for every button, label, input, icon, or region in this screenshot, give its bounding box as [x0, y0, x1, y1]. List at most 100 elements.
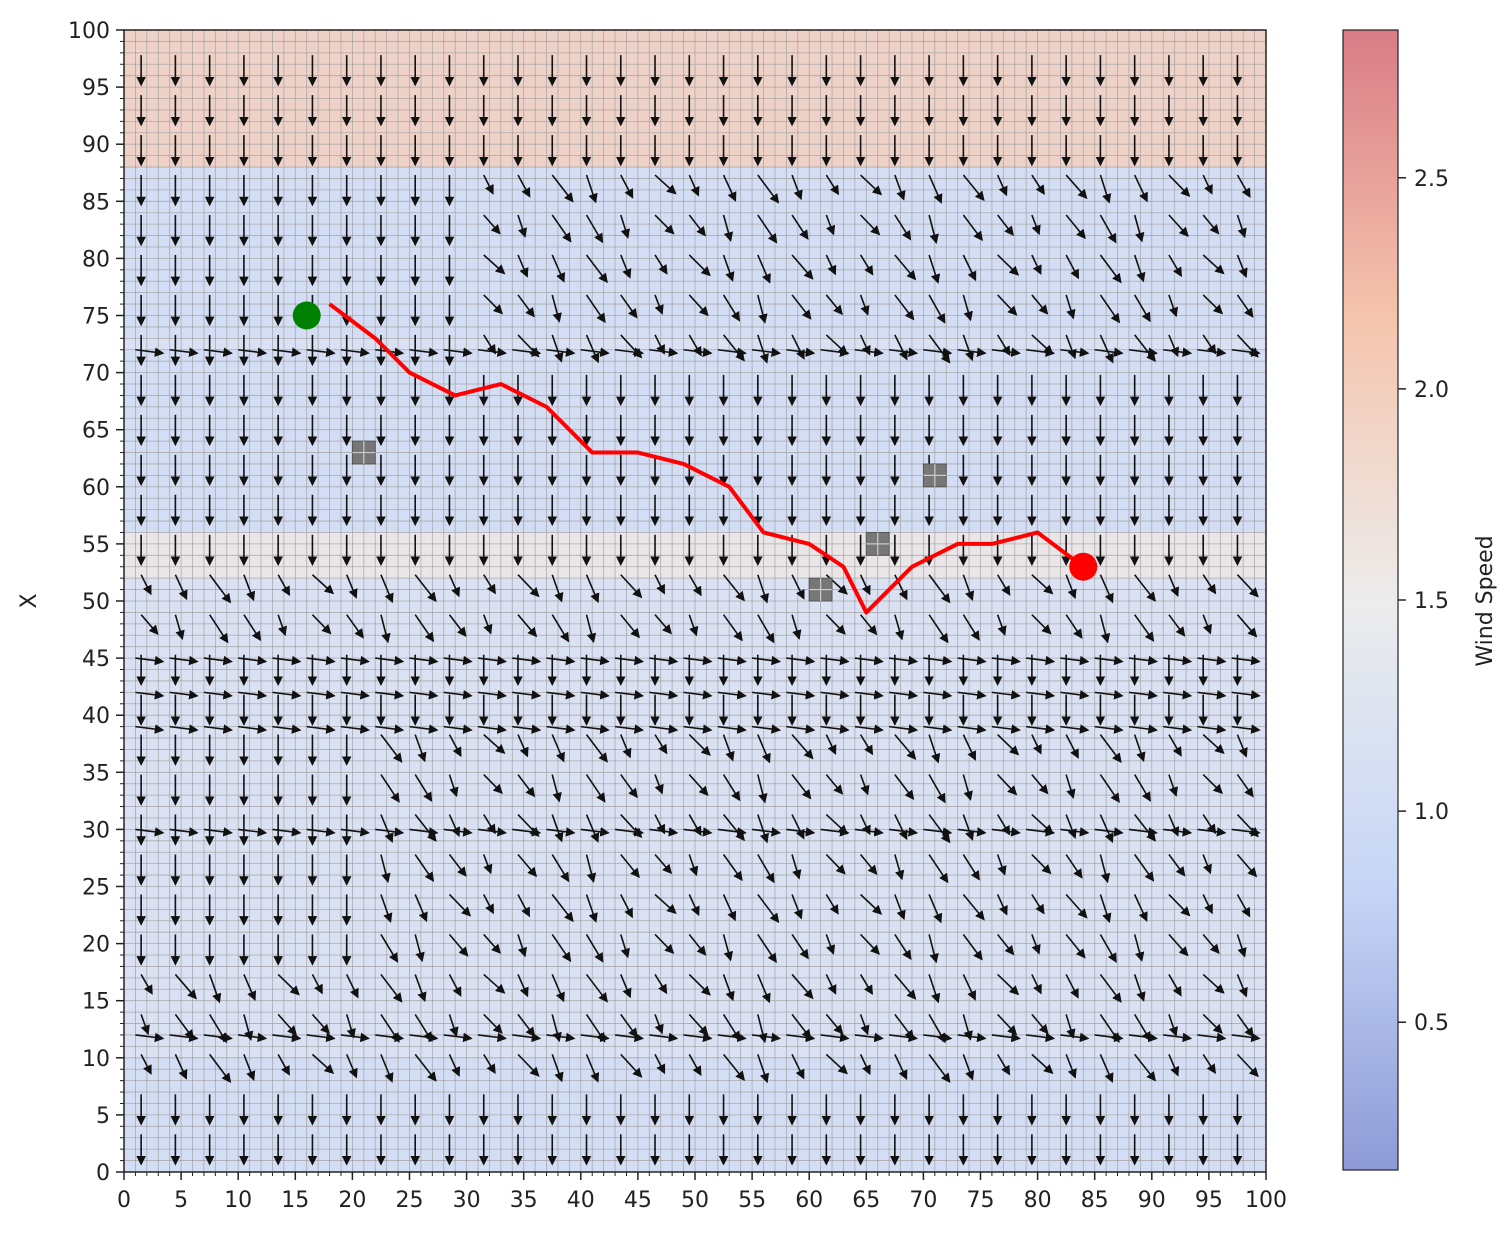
- wind-arrow: [654, 254, 668, 275]
- wind-arrow: [375, 690, 405, 700]
- wind-arrow: [477, 1032, 508, 1043]
- wind-arrow: [1236, 774, 1254, 798]
- wind-arrow: [722, 734, 735, 762]
- wind-arrow: [791, 814, 805, 840]
- wind-arrow: [512, 724, 542, 734]
- wind-arrow: [688, 734, 711, 756]
- wind-arrow: [757, 174, 780, 204]
- wind-arrow: [272, 347, 302, 357]
- wind-arrow: [859, 1014, 870, 1036]
- wind-arrow: [517, 974, 529, 998]
- wind-arrow: [859, 574, 871, 596]
- wind-arrow: [580, 827, 610, 837]
- x-tick-label: 15: [281, 1188, 309, 1213]
- wind-arrow: [1168, 254, 1182, 278]
- wind-arrow: [477, 724, 508, 734]
- wind-arrow: [722, 254, 735, 282]
- colorbar-tick-label: 0.5: [1414, 1011, 1449, 1036]
- wind-arrow: [1065, 294, 1076, 320]
- wind-arrow: [996, 174, 1008, 197]
- wind-arrow: [997, 734, 1020, 756]
- wind-arrow: [238, 827, 268, 837]
- wind-arrow: [860, 174, 883, 196]
- y-tick-label: 35: [82, 761, 110, 786]
- wind-arrow: [346, 614, 364, 639]
- wind-arrow: [923, 655, 953, 666]
- wind-arrow: [345, 974, 359, 999]
- wind-arrow: [649, 1032, 679, 1043]
- wind-arrow: [962, 1054, 975, 1081]
- wind-arrow: [1134, 614, 1155, 642]
- wind-arrow: [1202, 334, 1217, 355]
- wind-arrow: [517, 734, 529, 758]
- wind-arrow: [1099, 574, 1114, 604]
- wind-arrow: [1031, 174, 1045, 195]
- wind-arrow: [1133, 734, 1146, 763]
- wind-arrow: [1168, 893, 1191, 917]
- wind-arrow: [854, 1032, 884, 1043]
- wind-arrow: [448, 574, 460, 598]
- wind-arrow: [1099, 214, 1117, 244]
- wind-arrow: [894, 254, 917, 281]
- wind-arrow: [688, 774, 709, 796]
- wind-arrow: [1128, 827, 1158, 837]
- wind-arrow: [991, 655, 1021, 666]
- wind-arrow: [1031, 734, 1042, 755]
- wind-arrow: [654, 334, 665, 355]
- wind-arrow: [585, 334, 600, 364]
- wind-arrow: [688, 574, 702, 597]
- wind-arrow: [448, 614, 467, 638]
- wind-arrow: [585, 214, 604, 244]
- wind-arrow: [483, 574, 496, 595]
- wind-arrow: [585, 973, 608, 1003]
- wind-arrow: [243, 974, 257, 1001]
- wind-arrow: [380, 934, 399, 963]
- wind-arrow: [345, 1014, 356, 1039]
- x-tick-label: 50: [681, 1188, 709, 1213]
- wind-arrow: [477, 827, 508, 837]
- wind-arrow: [203, 724, 233, 734]
- wind-arrow: [1026, 1032, 1056, 1043]
- path-layer: [292, 301, 1098, 615]
- wind-arrow: [894, 214, 912, 241]
- y-tick-label: 95: [82, 76, 110, 101]
- wind-arrow: [1236, 734, 1248, 758]
- plot-area: [123, 29, 1267, 1173]
- wind-arrow: [962, 254, 977, 282]
- wind-arrow: [483, 334, 497, 355]
- wind-arrow: [414, 854, 435, 882]
- wind-arrow: [1099, 614, 1111, 644]
- wind-arrow: [786, 347, 816, 357]
- wind-arrow: [757, 974, 771, 1004]
- wind-arrow: [409, 655, 439, 666]
- wind-arrow: [722, 974, 735, 1002]
- wind-arrow: [1163, 347, 1193, 357]
- wind-arrow: [409, 827, 439, 837]
- wind-arrow: [208, 974, 222, 1004]
- wind-arrow: [1094, 724, 1124, 734]
- wind-arrow: [380, 774, 400, 803]
- x-tick-label: 45: [624, 1188, 652, 1213]
- wind-arrow: [1099, 334, 1114, 364]
- wind-arrow: [752, 724, 782, 734]
- wind-arrow: [649, 827, 679, 837]
- wind-arrow: [517, 574, 540, 598]
- wind-arrow: [957, 1032, 987, 1043]
- wind-arrow: [1065, 214, 1086, 240]
- wind-arrow: [649, 690, 679, 700]
- wind-arrow: [380, 814, 394, 844]
- wind-arrow: [962, 854, 980, 881]
- wind-arrow: [820, 655, 850, 666]
- wind-arrow: [614, 347, 645, 357]
- wind-arrow: [1099, 814, 1114, 844]
- wind-arrow: [791, 574, 805, 600]
- wind-arrow: [448, 893, 472, 917]
- colorbar: 0.5 1.0 1.5 2.0 2.5 Wind Speed: [1342, 29, 1498, 1171]
- wind-arrow: [791, 854, 802, 880]
- wind-arrow: [409, 347, 439, 357]
- wind-arrow: [722, 1053, 745, 1081]
- grid-lines: [123, 29, 1267, 1173]
- wind-arrow: [1202, 214, 1220, 235]
- wind-arrow: [820, 724, 850, 734]
